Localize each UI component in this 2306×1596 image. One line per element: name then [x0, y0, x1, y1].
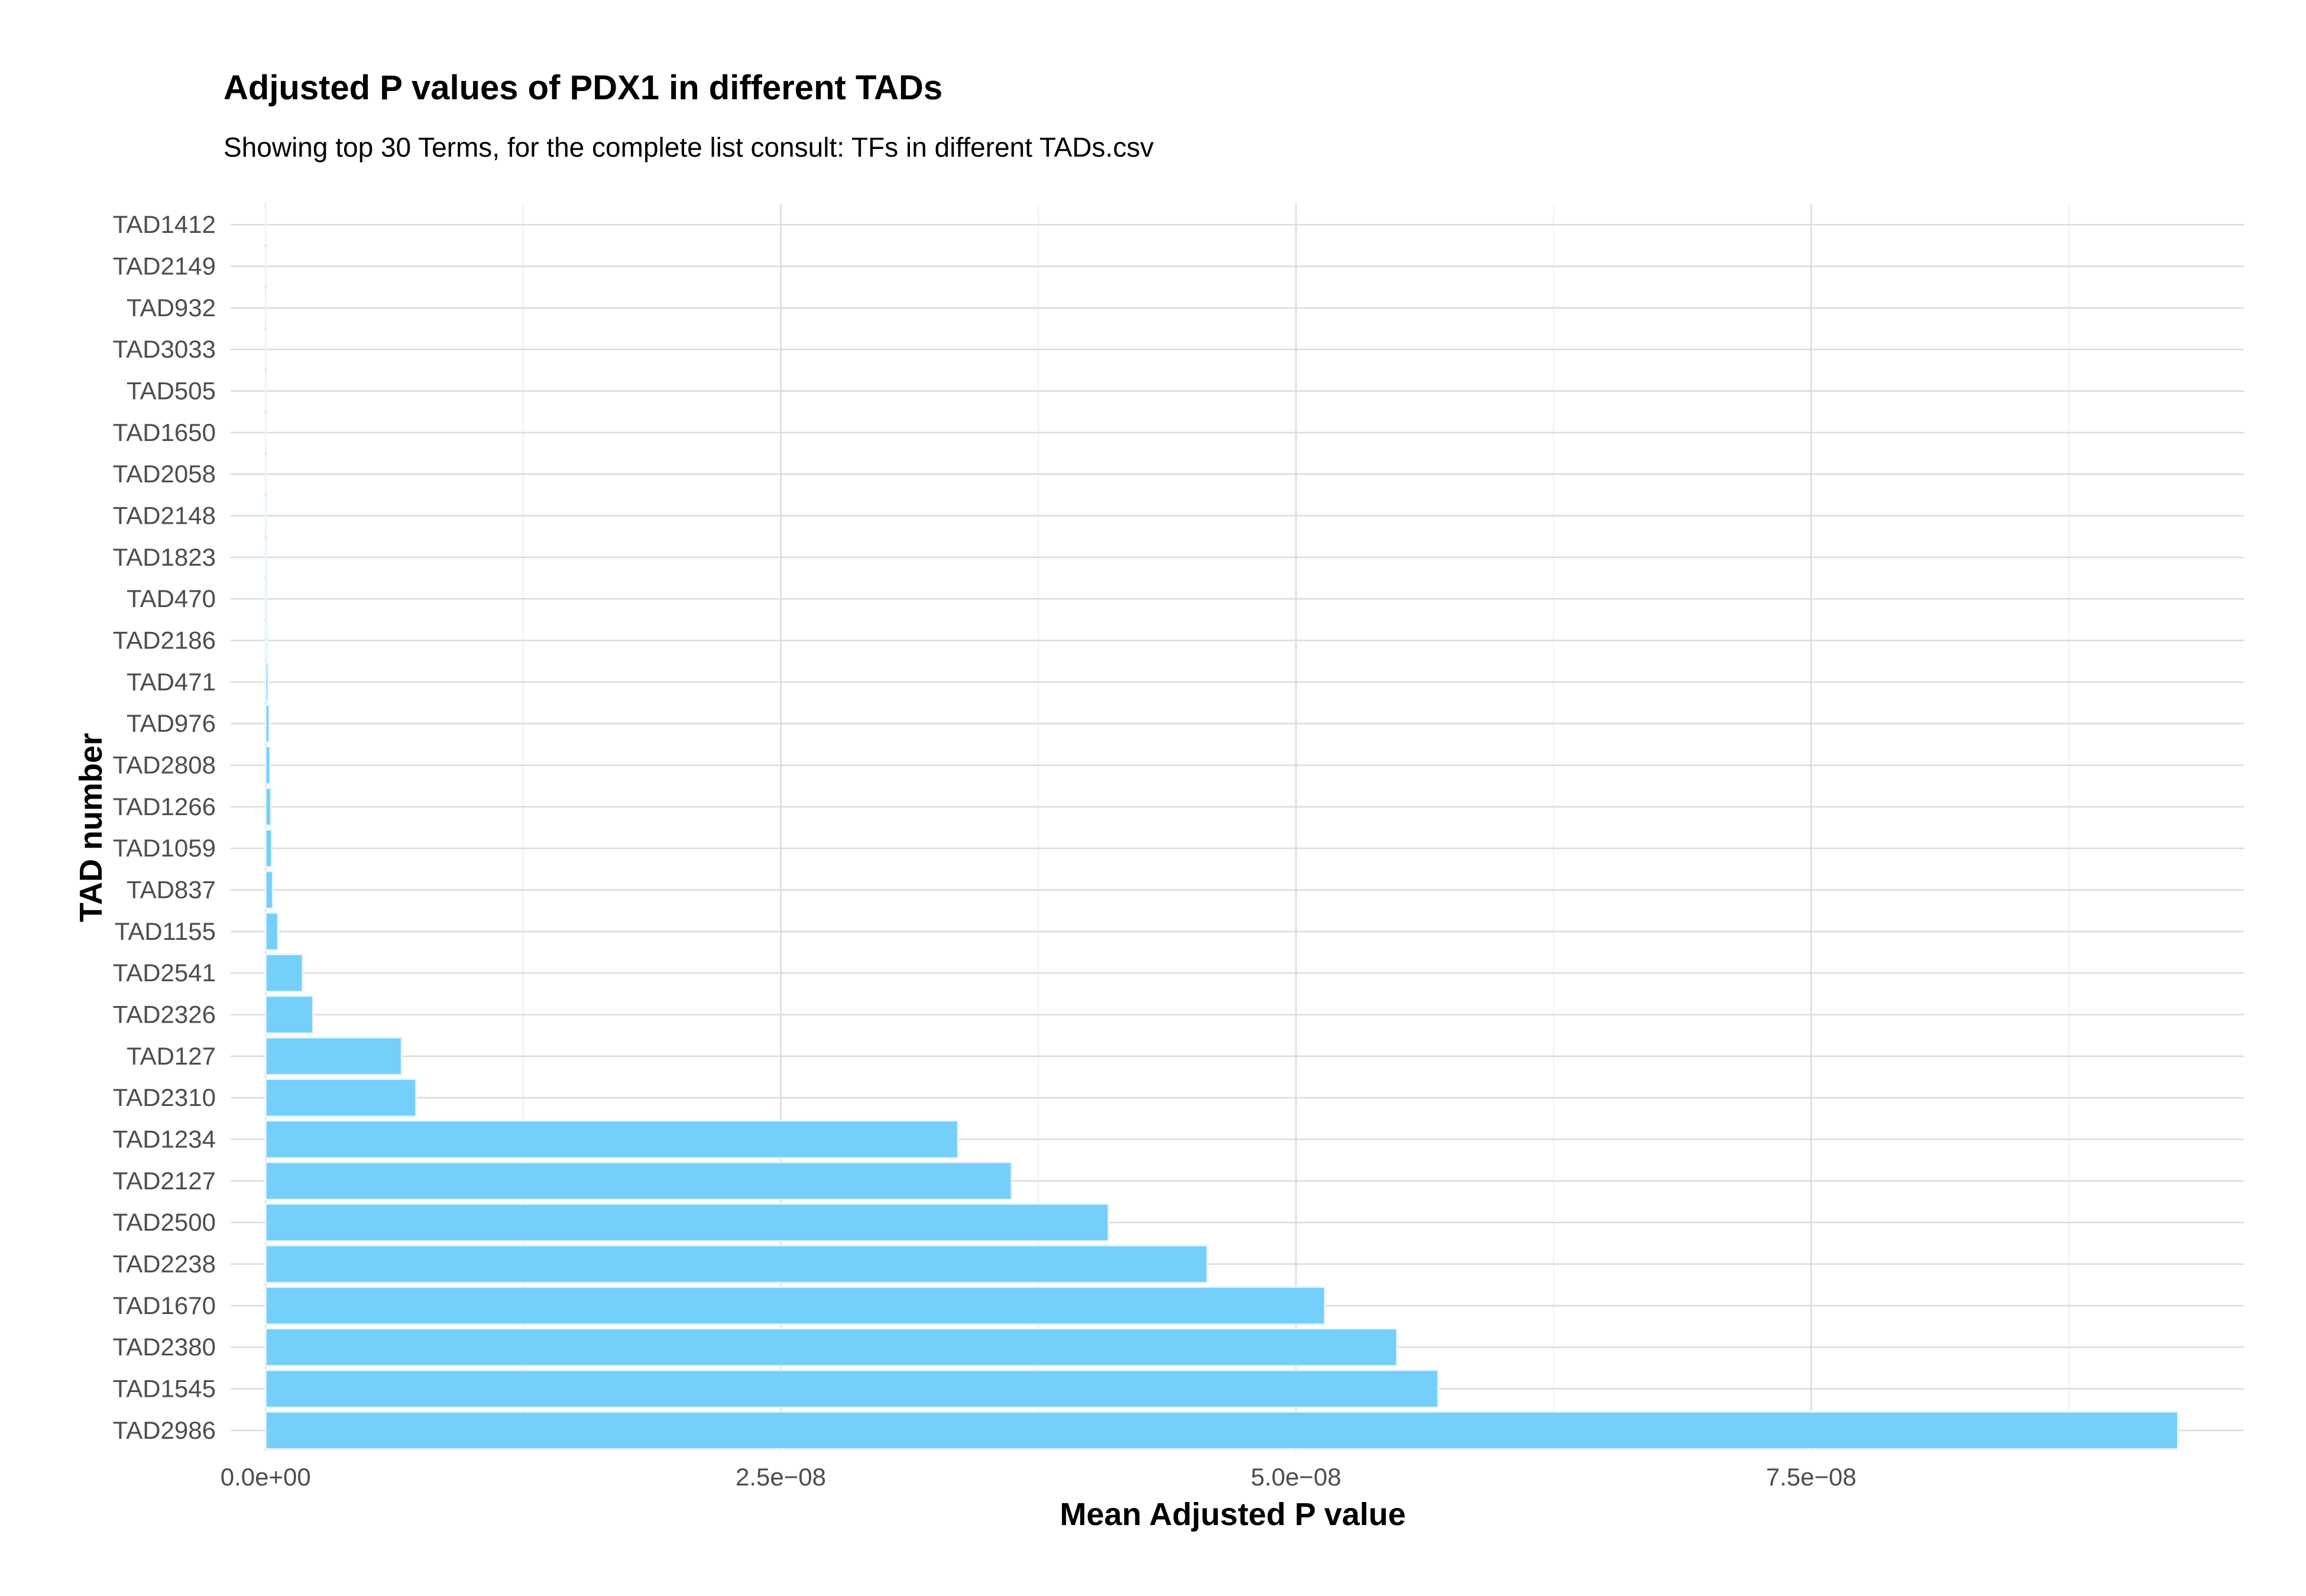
y-tick-label: TAD127 [127, 1042, 216, 1070]
y-tick-label: TAD3033 [113, 335, 216, 363]
bar-tad2541 [264, 953, 304, 993]
y-tick-labels: TAD1412 TAD2149 TAD932 TAD3033 TAD505 TAD1650… [113, 210, 216, 1444]
bar-tad1650 [264, 413, 267, 452]
y-tick-label: TAD470 [127, 585, 216, 612]
bar-tad471 [264, 662, 269, 702]
x-tick-labels: 0.0e+00 2.5e−08 5.0e−08 7.5e−08 [221, 1463, 1857, 1491]
bars [264, 205, 2179, 1450]
y-tick-label: TAD976 [127, 709, 216, 737]
y-tick-label: TAD2148 [113, 502, 216, 530]
y-tick-label: TAD2238 [113, 1250, 216, 1278]
y-tick-label: TAD471 [127, 668, 216, 696]
y-axis-title: TAD number [73, 733, 109, 922]
chart-subtitle: Showing top 30 Terms, for the complete l… [224, 132, 1154, 163]
y-tick-label: TAD2127 [113, 1167, 216, 1195]
y-tick-label: TAD505 [127, 377, 216, 405]
bar-tad505 [264, 371, 267, 411]
y-tick-label: TAD1545 [113, 1375, 216, 1403]
bar-tad932 [264, 288, 267, 327]
bar-tad2986 [264, 1410, 2179, 1450]
y-tick-label: TAD1670 [113, 1292, 216, 1319]
y-tick-label: TAD2186 [113, 627, 216, 654]
x-tick-label: 0.0e+00 [221, 1463, 311, 1491]
bar-tad2058 [264, 455, 267, 494]
bar-tad2127 [264, 1161, 1013, 1201]
bar-tad2380 [264, 1328, 1398, 1367]
bar-tad2808 [264, 745, 271, 785]
bar-tad1266 [264, 787, 272, 826]
y-tick-label: TAD837 [127, 876, 216, 904]
y-tick-label: TAD1059 [113, 834, 216, 862]
bar-tad2148 [264, 496, 267, 536]
y-tick-label: TAD1412 [113, 210, 216, 238]
y-tick-label: TAD1266 [113, 793, 216, 820]
x-tick-label: 2.5e−08 [736, 1463, 826, 1491]
y-tick-label: TAD1823 [113, 543, 216, 571]
bar-tad1234 [264, 1120, 959, 1159]
y-tick-label: TAD2149 [113, 252, 216, 280]
x-tick-label: 7.5e−08 [1766, 1463, 1857, 1491]
bar-tad976 [264, 704, 271, 744]
y-tick-label: TAD2058 [113, 460, 216, 488]
bar-tad2238 [264, 1244, 1209, 1284]
bar-tad2326 [264, 995, 314, 1034]
y-tick-label: TAD2541 [113, 959, 216, 987]
bar-tad1670 [264, 1286, 1326, 1325]
bar-tad2186 [264, 621, 268, 660]
y-tick-label: TAD2808 [113, 751, 216, 779]
bar-tad470 [264, 579, 268, 619]
y-tick-label: TAD932 [127, 294, 216, 322]
bar-tad2500 [264, 1203, 1110, 1243]
bar-tad127 [264, 1036, 403, 1076]
bar-tad2149 [264, 246, 267, 286]
x-tick-label: 5.0e−08 [1251, 1463, 1341, 1491]
bar-tad1545 [264, 1369, 1439, 1409]
y-tick-label: TAD2380 [113, 1333, 216, 1361]
x-axis-title: Mean Adjusted P value [1060, 1497, 1405, 1532]
y-tick-label: TAD2500 [113, 1208, 216, 1236]
bar-tad3033 [264, 330, 267, 369]
bar-tad2310 [264, 1078, 417, 1118]
bar-tad837 [264, 870, 274, 910]
y-tick-label: TAD2310 [113, 1084, 216, 1111]
chart-title: Adjusted P values of PDX1 in different T… [224, 69, 943, 107]
y-tick-label: TAD1650 [113, 419, 216, 446]
y-tick-label: TAD2326 [113, 1001, 216, 1029]
y-tick-label: TAD2986 [113, 1416, 216, 1444]
bar-tad1412 [264, 205, 267, 245]
bar-tad1155 [264, 911, 279, 951]
bar-tad1823 [264, 537, 267, 577]
y-tick-label: TAD1234 [113, 1125, 216, 1153]
y-tick-label: TAD1155 [115, 917, 216, 945]
bar-tad1059 [264, 829, 273, 868]
